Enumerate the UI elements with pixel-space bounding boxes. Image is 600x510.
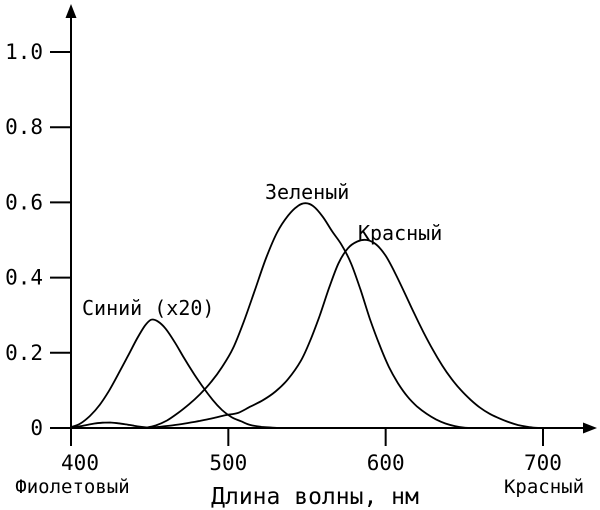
curve-blue-actual xyxy=(70,421,156,429)
x-tick-label-500: 500 xyxy=(209,451,247,475)
curve-label-green: Зеленый xyxy=(265,180,349,204)
curve-label-red: Красный xyxy=(358,221,442,245)
x-tick-label-600: 600 xyxy=(367,451,405,475)
x-axis-sublabel-700: Красный xyxy=(504,476,584,498)
y-tick-label-0.8: 0.8 xyxy=(5,115,43,139)
curve-red xyxy=(148,238,541,429)
curve-label-blue-x20: Синий (x20) xyxy=(82,296,214,320)
y-axis-arrowhead-icon xyxy=(65,4,77,18)
x-tick-label-700: 700 xyxy=(524,451,562,475)
x-axis-title: Длина волны, нм xyxy=(211,484,419,510)
y-tick-label-0.6: 0.6 xyxy=(5,190,43,214)
x-axis-sublabel-400: Фиолетовый xyxy=(15,476,129,498)
curve-green xyxy=(144,202,474,429)
y-tick-label-0.4: 0.4 xyxy=(5,266,43,290)
y-tick-label-0.2: 0.2 xyxy=(5,341,43,365)
y-tick-label-1.0: 1.0 xyxy=(5,40,43,64)
y-tick-label-0: 0 xyxy=(30,416,43,440)
curve-blue-x20 xyxy=(70,318,283,429)
x-axis-arrowhead-icon xyxy=(583,422,597,434)
x-tick-label-400: 400 xyxy=(61,451,99,475)
